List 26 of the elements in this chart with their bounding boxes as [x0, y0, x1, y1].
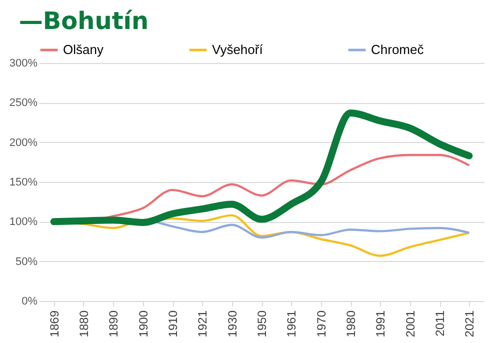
- x-tick-label: 1991: [374, 310, 388, 338]
- y-tick-label: 0%: [22, 296, 38, 308]
- y-tick-label: 100%: [9, 216, 38, 228]
- y-tick-label: 150%: [9, 176, 38, 188]
- x-tick-label: 1980: [344, 310, 358, 338]
- x-tick-label: 1970: [314, 310, 328, 338]
- x-tick-label: 1900: [136, 310, 150, 338]
- y-tick-label: 250%: [9, 97, 38, 110]
- y-tick-label: 200%: [9, 136, 38, 149]
- y-tick-label: 300%: [9, 58, 38, 70]
- x-tick-label: 1910: [166, 310, 180, 338]
- x-tick-label: 1930: [225, 310, 240, 338]
- chart-title: —Bohutín: [18, 7, 149, 35]
- x-tick-label: 1890: [106, 310, 121, 338]
- x-tick-label: 1921: [196, 310, 210, 338]
- x-tick-label: 2001: [403, 310, 418, 338]
- x-tick-label: 2021: [462, 310, 477, 338]
- x-tick-label: 2011: [433, 310, 447, 336]
- legend-label: Olšany: [63, 42, 104, 57]
- y-tick-label: 50%: [15, 256, 38, 268]
- legend-label: Chromeč: [371, 42, 424, 57]
- x-tick-label: 1950: [255, 310, 269, 338]
- x-tick-label: 1880: [77, 310, 91, 338]
- x-tick-label: 1869: [47, 310, 62, 338]
- x-tick-label: 1961: [284, 310, 299, 338]
- legend-label: Vyšehoří: [212, 42, 264, 57]
